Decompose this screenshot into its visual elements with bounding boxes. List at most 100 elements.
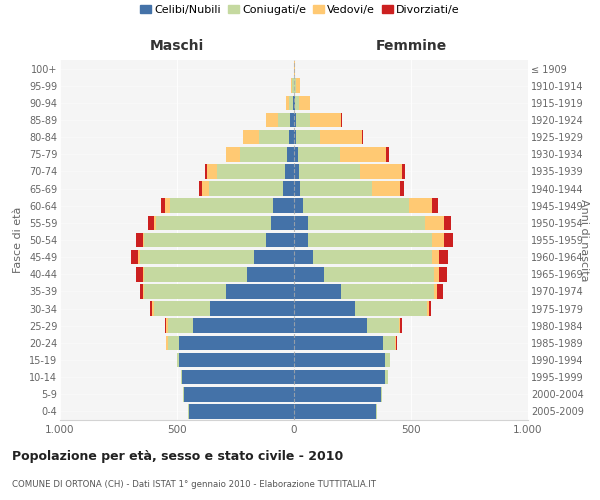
Bar — [401, 164, 405, 178]
Bar — [294, 250, 313, 264]
Bar — [320, 130, 362, 144]
Bar — [167, 336, 179, 350]
Bar — [143, 267, 144, 281]
Bar — [136, 267, 143, 281]
Bar — [294, 284, 341, 298]
Bar — [367, 318, 400, 333]
Bar — [294, 318, 367, 333]
Bar — [294, 112, 296, 128]
Bar — [284, 164, 294, 178]
Bar — [139, 250, 140, 264]
Bar — [259, 130, 289, 144]
Bar — [226, 284, 294, 298]
Bar — [380, 387, 382, 402]
Bar — [373, 182, 400, 196]
Bar — [396, 336, 397, 350]
Bar — [295, 78, 296, 93]
Bar — [210, 302, 294, 316]
Bar — [144, 284, 226, 298]
Bar — [294, 267, 325, 281]
Bar — [294, 404, 376, 418]
Bar — [294, 336, 383, 350]
Bar — [294, 352, 385, 368]
Bar — [181, 370, 182, 384]
Bar — [294, 130, 296, 144]
Bar — [434, 267, 439, 281]
Bar — [242, 130, 259, 144]
Bar — [293, 96, 294, 110]
Bar — [427, 302, 428, 316]
Bar — [299, 96, 310, 110]
Bar — [341, 284, 434, 298]
Bar — [148, 216, 154, 230]
Bar — [247, 267, 294, 281]
Bar — [341, 112, 342, 128]
Bar — [376, 404, 377, 418]
Bar — [165, 198, 170, 213]
Bar — [170, 198, 273, 213]
Bar — [294, 182, 300, 196]
Bar — [296, 112, 310, 128]
Bar — [300, 182, 373, 196]
Bar — [287, 147, 294, 162]
Bar — [444, 216, 451, 230]
Bar — [199, 182, 202, 196]
Bar — [150, 302, 152, 316]
Bar — [167, 318, 193, 333]
Bar — [432, 198, 438, 213]
Bar — [273, 198, 294, 213]
Bar — [313, 250, 432, 264]
Bar — [208, 164, 217, 178]
Bar — [184, 387, 294, 402]
Bar — [193, 318, 294, 333]
Bar — [432, 232, 444, 248]
Bar — [166, 318, 167, 333]
Bar — [294, 96, 295, 110]
Bar — [183, 387, 184, 402]
Bar — [362, 130, 363, 144]
Bar — [278, 112, 290, 128]
Bar — [428, 302, 431, 316]
Bar — [140, 250, 254, 264]
Bar — [395, 336, 396, 350]
Bar — [161, 198, 165, 213]
Y-axis label: Anni di nascita: Anni di nascita — [579, 198, 589, 281]
Bar — [144, 267, 247, 281]
Bar — [166, 336, 167, 350]
Bar — [177, 352, 179, 368]
Bar — [154, 216, 156, 230]
Bar — [289, 130, 294, 144]
Bar — [299, 164, 359, 178]
Bar — [154, 302, 210, 316]
Bar — [136, 232, 143, 248]
Bar — [295, 96, 299, 110]
Bar — [386, 147, 389, 162]
Bar — [294, 198, 304, 213]
Bar — [271, 216, 294, 230]
Bar — [400, 318, 401, 333]
Bar — [209, 182, 283, 196]
Bar — [425, 216, 444, 230]
Bar — [340, 147, 386, 162]
Bar — [286, 96, 289, 110]
Bar — [294, 302, 355, 316]
Bar — [298, 147, 340, 162]
Bar — [439, 250, 448, 264]
Bar — [294, 387, 380, 402]
Bar — [217, 164, 284, 178]
Bar — [254, 250, 294, 264]
Bar — [409, 198, 432, 213]
Bar — [289, 96, 293, 110]
Bar — [294, 62, 295, 76]
Bar — [144, 232, 266, 248]
Bar — [294, 164, 299, 178]
Bar — [294, 216, 308, 230]
Bar — [290, 112, 294, 128]
Bar — [266, 112, 278, 128]
Bar — [355, 302, 427, 316]
Bar — [140, 284, 143, 298]
Bar — [400, 182, 404, 196]
Bar — [310, 112, 341, 128]
Bar — [202, 182, 209, 196]
Bar — [205, 164, 208, 178]
